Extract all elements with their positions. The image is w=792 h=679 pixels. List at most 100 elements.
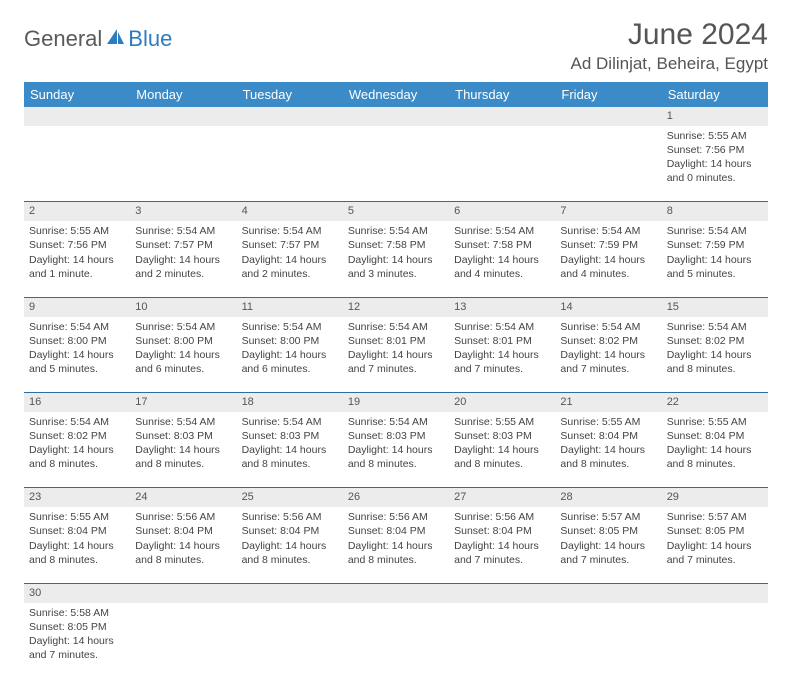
month-title: June 2024 <box>571 18 769 52</box>
daylight-text: Daylight: 14 hours and 5 minutes. <box>29 348 125 376</box>
sunrise-text: Sunrise: 5:54 AM <box>135 320 231 334</box>
weekday-header: Sunday <box>24 82 130 107</box>
daylight-text: Daylight: 14 hours and 8 minutes. <box>667 443 763 471</box>
day-cell: Sunrise: 5:54 AMSunset: 7:59 PMDaylight:… <box>662 221 768 297</box>
sunrise-text: Sunrise: 5:55 AM <box>560 415 656 429</box>
day-cell: Sunrise: 5:56 AMSunset: 8:04 PMDaylight:… <box>343 507 449 583</box>
day-number: 27 <box>449 488 555 507</box>
daylight-text: Daylight: 14 hours and 3 minutes. <box>348 253 444 281</box>
day-number: 15 <box>662 297 768 316</box>
calendar-table: Sunday Monday Tuesday Wednesday Thursday… <box>24 82 768 679</box>
day-number: 8 <box>662 202 768 221</box>
daynum-row: 23242526272829 <box>24 488 768 507</box>
day-cell: Sunrise: 5:54 AMSunset: 8:00 PMDaylight:… <box>237 317 343 393</box>
week-row: Sunrise: 5:54 AMSunset: 8:02 PMDaylight:… <box>24 412 768 488</box>
sunrise-text: Sunrise: 5:57 AM <box>560 510 656 524</box>
week-row: Sunrise: 5:58 AMSunset: 8:05 PMDaylight:… <box>24 603 768 679</box>
day-cell <box>237 603 343 679</box>
daylight-text: Daylight: 14 hours and 2 minutes. <box>135 253 231 281</box>
daylight-text: Daylight: 14 hours and 8 minutes. <box>348 443 444 471</box>
sunrise-text: Sunrise: 5:55 AM <box>454 415 550 429</box>
day-cell: Sunrise: 5:54 AMSunset: 8:03 PMDaylight:… <box>130 412 236 488</box>
sunrise-text: Sunrise: 5:54 AM <box>242 224 338 238</box>
sunset-text: Sunset: 8:03 PM <box>242 429 338 443</box>
week-row: Sunrise: 5:55 AMSunset: 7:56 PMDaylight:… <box>24 221 768 297</box>
sail-icon <box>104 27 126 52</box>
day-number: 19 <box>343 393 449 412</box>
sunrise-text: Sunrise: 5:54 AM <box>667 224 763 238</box>
day-number: 22 <box>662 393 768 412</box>
day-cell: Sunrise: 5:58 AMSunset: 8:05 PMDaylight:… <box>24 603 130 679</box>
day-number: 1 <box>662 107 768 126</box>
day-cell: Sunrise: 5:54 AMSunset: 8:01 PMDaylight:… <box>343 317 449 393</box>
sunrise-text: Sunrise: 5:54 AM <box>242 415 338 429</box>
sunset-text: Sunset: 8:03 PM <box>135 429 231 443</box>
day-cell <box>555 603 661 679</box>
day-number: 3 <box>130 202 236 221</box>
sunrise-text: Sunrise: 5:56 AM <box>454 510 550 524</box>
day-cell: Sunrise: 5:55 AMSunset: 8:04 PMDaylight:… <box>24 507 130 583</box>
day-number <box>130 107 236 126</box>
sunset-text: Sunset: 8:04 PM <box>667 429 763 443</box>
day-number: 26 <box>343 488 449 507</box>
daylight-text: Daylight: 14 hours and 7 minutes. <box>454 348 550 376</box>
day-cell: Sunrise: 5:55 AMSunset: 7:56 PMDaylight:… <box>24 221 130 297</box>
day-cell: Sunrise: 5:54 AMSunset: 7:58 PMDaylight:… <box>343 221 449 297</box>
sunset-text: Sunset: 8:05 PM <box>29 620 125 634</box>
sunset-text: Sunset: 8:00 PM <box>29 334 125 348</box>
day-number: 24 <box>130 488 236 507</box>
daynum-row: 30 <box>24 583 768 602</box>
day-number: 7 <box>555 202 661 221</box>
weekday-header: Tuesday <box>237 82 343 107</box>
day-number: 13 <box>449 297 555 316</box>
day-cell: Sunrise: 5:56 AMSunset: 8:04 PMDaylight:… <box>237 507 343 583</box>
daynum-row: 2345678 <box>24 202 768 221</box>
daynum-row: 1 <box>24 107 768 126</box>
daylight-text: Daylight: 14 hours and 8 minutes. <box>29 539 125 567</box>
sunset-text: Sunset: 7:58 PM <box>348 238 444 252</box>
day-cell: Sunrise: 5:54 AMSunset: 8:00 PMDaylight:… <box>24 317 130 393</box>
day-cell: Sunrise: 5:56 AMSunset: 8:04 PMDaylight:… <box>449 507 555 583</box>
day-cell: Sunrise: 5:55 AMSunset: 8:03 PMDaylight:… <box>449 412 555 488</box>
weekday-header: Monday <box>130 82 236 107</box>
day-cell <box>662 603 768 679</box>
sunset-text: Sunset: 8:01 PM <box>454 334 550 348</box>
week-row: Sunrise: 5:54 AMSunset: 8:00 PMDaylight:… <box>24 317 768 393</box>
day-number: 25 <box>237 488 343 507</box>
sunrise-text: Sunrise: 5:55 AM <box>667 415 763 429</box>
day-number <box>343 107 449 126</box>
day-cell: Sunrise: 5:54 AMSunset: 8:02 PMDaylight:… <box>662 317 768 393</box>
day-cell: Sunrise: 5:54 AMSunset: 8:01 PMDaylight:… <box>449 317 555 393</box>
sunrise-text: Sunrise: 5:54 AM <box>242 320 338 334</box>
day-number: 6 <box>449 202 555 221</box>
sunset-text: Sunset: 7:58 PM <box>454 238 550 252</box>
day-cell: Sunrise: 5:57 AMSunset: 8:05 PMDaylight:… <box>662 507 768 583</box>
sunset-text: Sunset: 7:59 PM <box>667 238 763 252</box>
sunset-text: Sunset: 8:02 PM <box>667 334 763 348</box>
day-number: 28 <box>555 488 661 507</box>
day-cell: Sunrise: 5:54 AMSunset: 8:02 PMDaylight:… <box>555 317 661 393</box>
day-cell <box>130 603 236 679</box>
day-number: 30 <box>24 583 130 602</box>
weekday-header: Thursday <box>449 82 555 107</box>
sunrise-text: Sunrise: 5:54 AM <box>348 415 444 429</box>
sunset-text: Sunset: 8:04 PM <box>135 524 231 538</box>
day-number: 2 <box>24 202 130 221</box>
daylight-text: Daylight: 14 hours and 0 minutes. <box>667 157 763 185</box>
day-number: 20 <box>449 393 555 412</box>
logo: General Blue <box>24 26 172 52</box>
daylight-text: Daylight: 14 hours and 6 minutes. <box>242 348 338 376</box>
sunrise-text: Sunrise: 5:55 AM <box>29 224 125 238</box>
sunset-text: Sunset: 8:04 PM <box>29 524 125 538</box>
sunrise-text: Sunrise: 5:54 AM <box>454 320 550 334</box>
day-cell <box>449 603 555 679</box>
sunrise-text: Sunrise: 5:58 AM <box>29 606 125 620</box>
sunset-text: Sunset: 8:00 PM <box>242 334 338 348</box>
daynum-row: 9101112131415 <box>24 297 768 316</box>
daylight-text: Daylight: 14 hours and 7 minutes. <box>560 539 656 567</box>
week-row: Sunrise: 5:55 AMSunset: 8:04 PMDaylight:… <box>24 507 768 583</box>
day-cell: Sunrise: 5:54 AMSunset: 8:03 PMDaylight:… <box>237 412 343 488</box>
sunset-text: Sunset: 8:01 PM <box>348 334 444 348</box>
sunrise-text: Sunrise: 5:54 AM <box>560 320 656 334</box>
day-number: 12 <box>343 297 449 316</box>
